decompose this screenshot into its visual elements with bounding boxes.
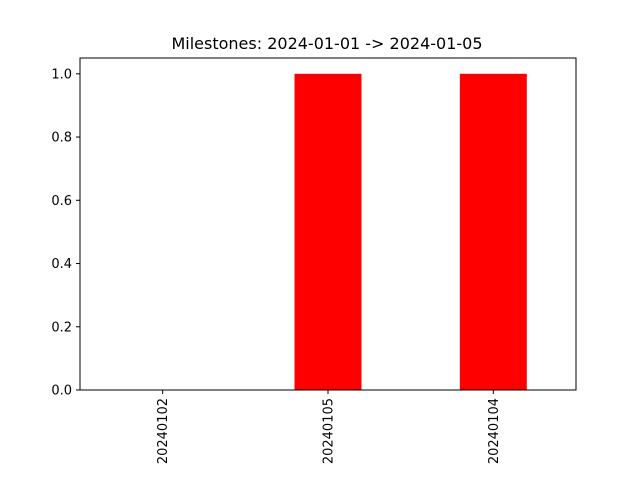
y-tick-label: 0.6 [51,194,72,209]
x-tick-label: 20240102 [156,398,171,464]
x-axis: 20240102 20240105 20240104 [156,390,502,464]
chart-title: Milestones: 2024-01-01 -> 2024-01-05 [171,34,482,53]
x-tick-label: 20240104 [487,398,502,464]
bars-group [294,73,527,390]
y-tick-label: 0.0 [51,384,72,399]
x-tick-label: 20240105 [322,398,337,464]
bar-20240105 [294,73,362,390]
bar-20240104 [459,73,527,390]
y-tick-label: 0.2 [51,320,72,335]
y-axis: 0.0 0.2 0.4 0.6 0.8 1.0 [51,67,80,399]
y-tick-label: 0.8 [51,131,72,146]
y-tick-label: 1.0 [51,67,72,82]
y-tick-label: 0.4 [51,257,72,272]
